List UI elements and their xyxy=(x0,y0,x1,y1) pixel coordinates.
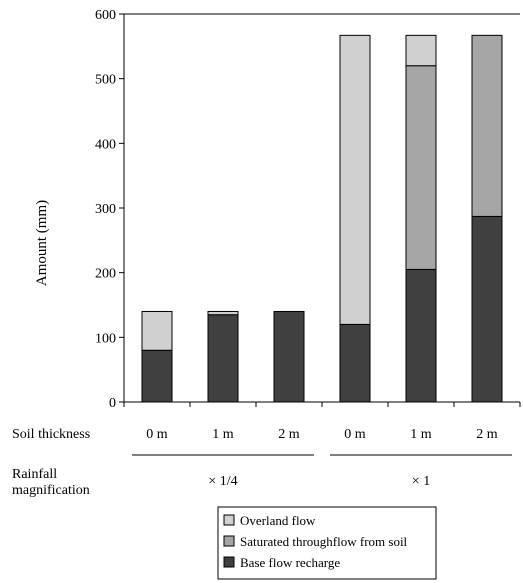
bar-segment xyxy=(141,310,173,351)
bar-segment xyxy=(273,310,305,403)
x-category-label: 0 m xyxy=(344,427,366,442)
legend-label: Base flow recharge xyxy=(240,555,340,570)
legend-label: Saturated throughflow from soil xyxy=(240,534,408,549)
x-category-label: 1 m xyxy=(212,427,234,442)
soil-thickness-label: Soil thickness xyxy=(12,427,90,442)
group-label: × 1 xyxy=(412,474,430,489)
y-axis-title: Amount (mm) xyxy=(34,200,50,286)
bar-segment xyxy=(471,34,503,217)
bar-segment xyxy=(207,314,239,403)
x-category-label: 1 m xyxy=(410,427,432,442)
group-label: × 1/4 xyxy=(208,474,237,489)
y-tick-label: 0 xyxy=(109,396,116,411)
x-category-label: 2 m xyxy=(476,427,498,442)
y-tick-label: 200 xyxy=(95,267,116,282)
legend-swatch xyxy=(223,556,235,568)
y-tick-label: 600 xyxy=(95,8,116,23)
y-tick-label: 300 xyxy=(95,202,116,217)
bar-segment xyxy=(405,65,437,270)
bar-segment xyxy=(405,268,437,403)
legend-label: Overland flow xyxy=(240,513,316,528)
bar-segment xyxy=(141,349,173,403)
y-tick-label: 100 xyxy=(95,331,116,346)
rainfall-label-line2: magnification xyxy=(12,483,90,498)
bar-segment xyxy=(339,323,371,403)
legend-box xyxy=(217,506,437,580)
rainfall-label-line1: Rainfall xyxy=(12,467,57,482)
bar-segment xyxy=(339,34,371,325)
bar-segment xyxy=(207,310,239,316)
y-tick-label: 400 xyxy=(95,137,116,152)
legend-swatch xyxy=(223,514,235,526)
bar-segment xyxy=(471,215,503,403)
bar-segment xyxy=(405,34,437,67)
plot-area: 0 100 200 300 400 500 600 0 m 1 m 2 m 0 m 1 m 2 m × 1… xyxy=(95,8,521,580)
x-category-label: 0 m xyxy=(146,427,168,442)
legend-swatch xyxy=(223,535,235,547)
x-category-label: 2 m xyxy=(278,427,300,442)
y-tick-label: 500 xyxy=(95,73,116,88)
